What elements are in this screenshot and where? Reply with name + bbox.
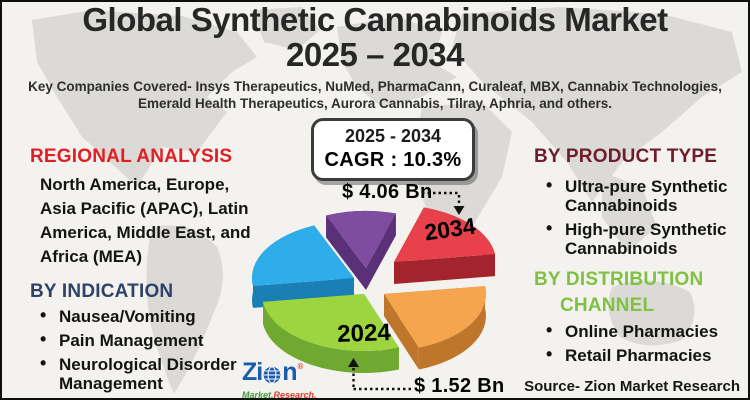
logo-subtitle: Market.Research. [242, 390, 317, 398]
distribution-list: Online Pharmacies Retail Pharmacies [544, 321, 748, 370]
arrow-to-2024-icon [348, 358, 412, 391]
key-companies: Key Companies Covered- Insys Therapeutic… [28, 79, 722, 111]
by-indication-heading: BY INDICATION [30, 281, 174, 302]
list-item: Retail Pharmacies [544, 345, 748, 365]
slice-blue-top [252, 225, 354, 286]
logo-text-left: Zi [242, 358, 263, 386]
slice-orange-top [384, 286, 486, 348]
regional-analysis-text: North America, Europe, Asia Pacific (APA… [40, 175, 251, 266]
slice-purple-top [326, 211, 396, 268]
by-product-type-heading: BY PRODUCT TYPE [534, 146, 718, 167]
title-line1: Global Synthetic Cannabinoids Market [82, 1, 668, 38]
slice-orange-wall [418, 286, 486, 370]
logo-text-right: n [282, 358, 297, 386]
arrow-to-2034-icon [422, 191, 465, 215]
by-distribution-channel-heading: BY DISTRIBUTION CHANNEL [534, 269, 704, 316]
list-item: Ultra-pure Synthetic Cannabinoids [544, 176, 734, 215]
registered-mark: ® [297, 362, 304, 371]
cagr-period: 2025 - 2034 [344, 126, 442, 146]
globe-icon [263, 366, 281, 384]
value-2024: $ 1.52 Bn [414, 375, 505, 397]
list-item: Neurological Disorder Management [38, 354, 243, 393]
list-item: Pain Management [38, 330, 243, 350]
cagr-value: CAGR : 10.3% [324, 149, 462, 171]
value-2034: $ 4.06 Bn [342, 181, 433, 203]
slice-2034-top [394, 207, 496, 262]
list-item: High-pure Synthetic Cannabinoids [544, 219, 734, 258]
regional-analysis-heading: REGIONAL ANALYSIS [30, 146, 233, 167]
slice-2024-top [262, 294, 399, 351]
source-text: Source- Zion Market Research [524, 378, 740, 395]
product-type-list: Ultra-pure Synthetic Cannabinoids High-p… [544, 176, 734, 263]
pie-slice-label-2024: 2024 [336, 319, 392, 348]
pie-chart: 2034 2024 [240, 170, 532, 398]
slice-2024-wall [262, 301, 399, 373]
slice-2034-edge [394, 254, 496, 284]
list-item: Nausea/Vomiting [38, 306, 243, 326]
zion-logo: Zi n ® Market.Research. [242, 358, 342, 399]
cagr-box: 2025 - 2034 CAGR : 10.3% [311, 118, 475, 181]
indication-list: Nausea/Vomiting Pain Management Neurolog… [38, 306, 243, 398]
slice-orange-edge [384, 294, 419, 370]
pie-3d [252, 207, 496, 373]
title-line2: 2025 – 2034 [285, 36, 465, 73]
list-item: Online Pharmacies [544, 321, 748, 341]
page-title: Global Synthetic Cannabinoids Market 202… [2, 2, 748, 72]
